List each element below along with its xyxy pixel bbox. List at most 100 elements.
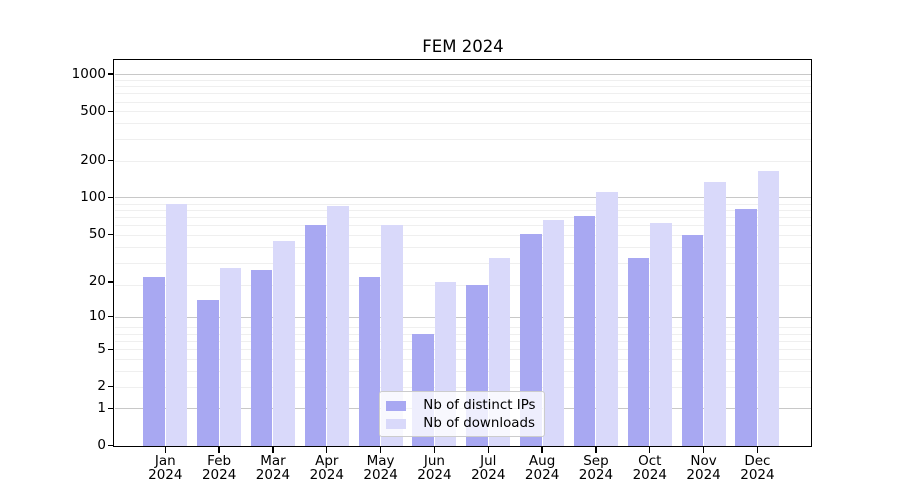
bar-downloads xyxy=(165,203,188,446)
minor-gridline xyxy=(115,235,811,237)
x-tick-mark xyxy=(218,447,220,454)
bar-downloads xyxy=(542,220,565,446)
x-tick-mark xyxy=(272,447,274,454)
bar-downloads xyxy=(381,225,403,446)
minor-gridline xyxy=(115,327,811,329)
y-tick-mark xyxy=(107,73,114,75)
legend-label: Nb of downloads xyxy=(423,415,535,431)
y-tick-mark xyxy=(107,407,114,410)
legend: Nb of distinct IPs Nb of downloads xyxy=(379,390,546,438)
x-tick-label: Dec 2024 xyxy=(740,453,775,483)
bar-downloads xyxy=(704,181,726,446)
y-tick-mark xyxy=(107,159,114,162)
minor-gridline xyxy=(115,209,811,211)
minor-gridline xyxy=(115,341,811,342)
bar-downloads xyxy=(327,206,349,446)
x-tick-mark xyxy=(702,447,705,454)
minor-gridline xyxy=(115,86,811,88)
minor-gridline xyxy=(115,93,811,95)
x-tick-label: May 2024 xyxy=(363,453,398,483)
y-tick-mark xyxy=(107,385,114,388)
x-tick-mark xyxy=(326,447,328,454)
minor-gridline xyxy=(115,333,811,335)
x-tick-label: Apr 2024 xyxy=(309,453,344,483)
x-tick-mark xyxy=(541,447,543,454)
legend-entry: Nb of downloads xyxy=(380,415,544,433)
y-tick-label: 100 xyxy=(80,188,106,205)
minor-gridline xyxy=(115,203,811,205)
minor-gridline xyxy=(115,247,811,249)
legend-entry: Nb of distinct IPs xyxy=(380,397,544,415)
bar-distinct-ips xyxy=(358,277,381,446)
x-tick-mark xyxy=(164,447,166,454)
minor-gridline xyxy=(115,371,811,373)
y-tick-label: 10 xyxy=(88,308,106,325)
bar-downloads xyxy=(757,170,780,446)
x-tick-mark xyxy=(379,447,382,454)
x-tick-mark xyxy=(487,447,489,454)
minor-gridline xyxy=(115,111,811,113)
y-tick-label: 1000 xyxy=(71,65,106,82)
minor-gridline xyxy=(115,225,811,227)
bar-distinct-ips xyxy=(197,300,219,446)
bar-distinct-ips xyxy=(627,257,650,446)
y-tick-label: 1 xyxy=(97,399,106,416)
bar-downloads xyxy=(596,192,618,446)
x-tick-label: Sep 2024 xyxy=(578,453,614,483)
minor-gridline xyxy=(115,386,811,388)
legend-label: Nb of distinct IPs xyxy=(423,397,536,413)
bar-distinct-ips xyxy=(735,209,757,446)
chart-title: FEM 2024 xyxy=(422,37,504,56)
bar-distinct-ips xyxy=(681,235,704,446)
x-tick-mark xyxy=(595,447,597,454)
y-tick-mark xyxy=(107,445,114,447)
y-tick-label: 50 xyxy=(88,225,106,242)
minor-gridline xyxy=(115,138,811,140)
x-tick-label: Jul 2024 xyxy=(471,453,506,483)
y-tick-label: 500 xyxy=(80,102,106,119)
x-tick-label: Nov 2024 xyxy=(686,453,721,483)
x-tick-mark xyxy=(433,447,436,454)
minor-gridline xyxy=(115,284,811,286)
minor-gridline xyxy=(115,160,811,162)
minor-gridline xyxy=(115,123,811,125)
y-tick-label: 200 xyxy=(80,151,106,168)
minor-gridline xyxy=(115,349,811,351)
y-tick-mark xyxy=(107,281,114,283)
y-tick-mark xyxy=(107,110,114,112)
bar-downloads xyxy=(650,222,672,446)
minor-gridline xyxy=(115,79,811,81)
minor-gridline xyxy=(115,359,811,361)
y-tick-label: 20 xyxy=(88,273,106,290)
bar-distinct-ips xyxy=(250,270,273,446)
x-tick-label: Mar 2024 xyxy=(255,453,291,483)
legend-swatch xyxy=(385,418,407,430)
x-tick-label: Oct 2024 xyxy=(632,453,667,483)
y-tick-label: 5 xyxy=(97,340,106,357)
minor-gridline xyxy=(115,217,811,219)
y-tick-label: 0 xyxy=(97,437,106,454)
legend-swatch xyxy=(385,400,407,412)
major-gridline xyxy=(115,316,811,318)
y-tick-mark xyxy=(107,316,114,318)
x-tick-label: Feb 2024 xyxy=(201,453,237,483)
minor-gridline xyxy=(115,262,811,264)
major-gridline xyxy=(115,74,811,75)
bar-distinct-ips xyxy=(573,216,596,446)
x-tick-mark xyxy=(756,447,759,454)
major-gridline xyxy=(115,197,811,199)
x-tick-mark xyxy=(649,447,651,454)
y-tick-mark xyxy=(107,233,114,235)
minor-gridline xyxy=(115,101,811,103)
bar-downloads xyxy=(219,268,242,446)
y-tick-mark xyxy=(107,196,114,199)
plot-area xyxy=(115,61,811,446)
x-tick-label: Jan 2024 xyxy=(148,453,183,483)
x-tick-label: Jun 2024 xyxy=(417,453,452,483)
x-tick-label: Aug 2024 xyxy=(524,453,560,483)
bar-distinct-ips xyxy=(143,277,165,446)
bar-distinct-ips xyxy=(304,225,327,446)
y-tick-mark xyxy=(107,348,114,350)
bar-downloads xyxy=(273,240,295,446)
